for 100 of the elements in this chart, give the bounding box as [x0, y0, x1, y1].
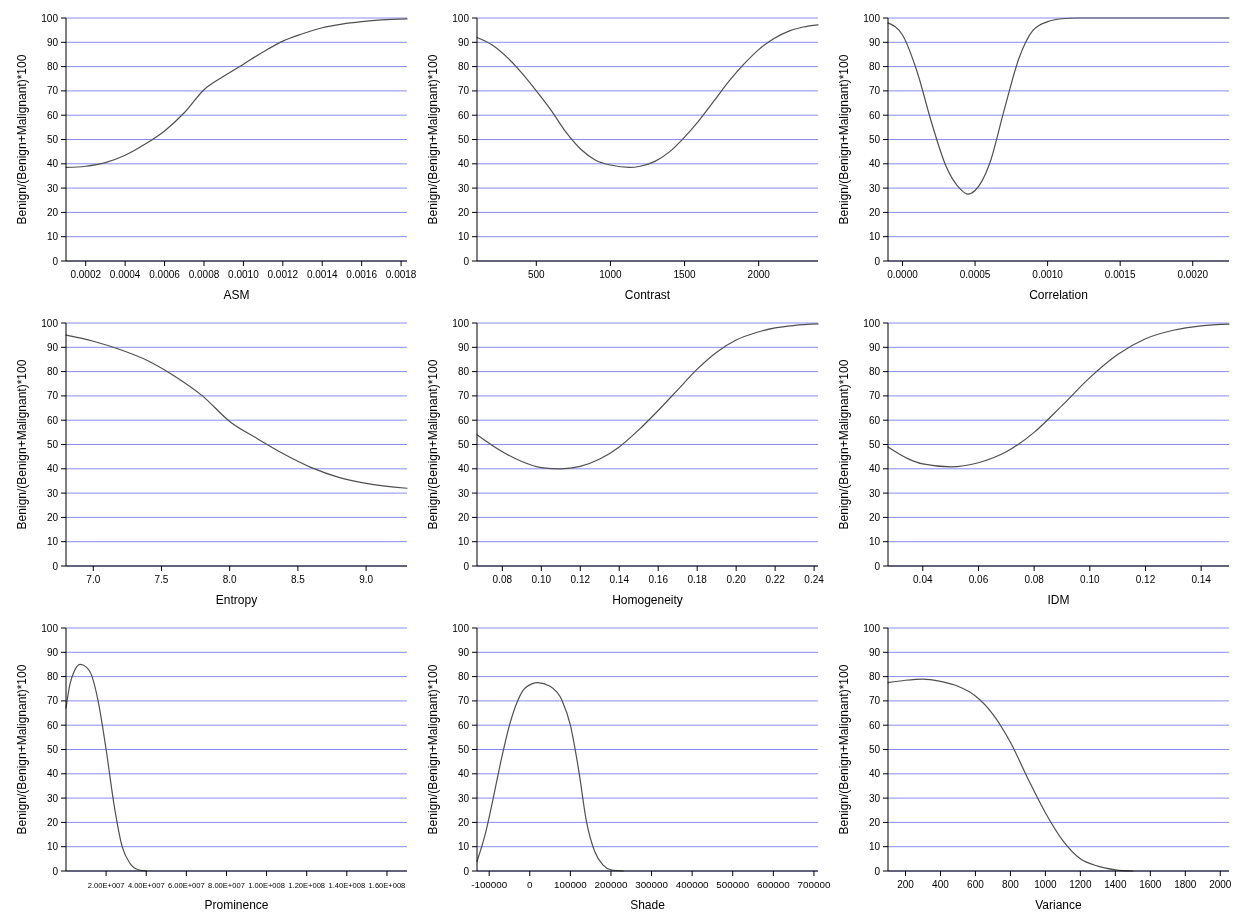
- x-tick-label: 0.0005: [959, 269, 991, 280]
- y-tick-label: 100: [452, 317, 470, 329]
- y-tick-label: 10: [46, 536, 59, 548]
- x-tick-label: 8.5: [290, 574, 306, 585]
- y-tick-label: 50: [457, 439, 470, 450]
- y-tick-label: 0: [52, 560, 59, 572]
- y-tick-label: 50: [46, 744, 59, 755]
- x-tick-label: 1400: [1104, 879, 1127, 890]
- x-tick-label: 200000: [594, 879, 628, 890]
- y-tick-label: 50: [868, 744, 881, 755]
- y-tick-label: 20: [457, 511, 470, 523]
- y-tick-label: 60: [46, 719, 59, 731]
- y-tick-label: 40: [46, 768, 59, 780]
- y-tick-label: 100: [863, 317, 881, 329]
- y-axis-title: Benign/(Benign+Malignant)*100: [426, 54, 440, 225]
- x-axis-title: Shade: [630, 898, 666, 912]
- y-tick-label: 70: [868, 695, 881, 707]
- x-tick-label: 0: [527, 879, 534, 890]
- y-tick-label: 10: [868, 231, 881, 243]
- line-series: [476, 24, 819, 169]
- y-tick-label: 40: [868, 158, 881, 170]
- line-series: [887, 17, 1230, 195]
- y-tick-label: 80: [46, 366, 59, 378]
- y-axis-title: Benign/(Benign+Malignant)*100: [426, 359, 440, 530]
- y-tick-label: 100: [863, 622, 881, 634]
- y-tick-label: 20: [457, 206, 470, 218]
- y-tick-label: 90: [457, 341, 470, 353]
- x-tick-label: 600000: [756, 879, 791, 890]
- x-tick-label: 0.20: [726, 574, 747, 585]
- x-tick-label: 600: [967, 879, 985, 890]
- y-tick-label: 10: [457, 231, 470, 243]
- y-tick-label: 70: [457, 85, 470, 97]
- y-tick-label: 50: [868, 134, 881, 145]
- y-tick-label: 30: [868, 792, 881, 804]
- y-tick-label: 100: [41, 317, 59, 329]
- x-tick-label: 0.0018: [385, 269, 417, 280]
- y-tick-label: 40: [457, 158, 470, 170]
- y-tick-label: 30: [868, 487, 881, 499]
- line-series: [887, 323, 1230, 468]
- y-tick-label: 80: [868, 366, 881, 378]
- x-tick-label: 0.0002: [70, 269, 102, 280]
- x-axis-title: Contrast: [624, 288, 671, 302]
- line-series: [65, 334, 408, 489]
- x-tick-label: 0.0010: [228, 269, 260, 280]
- y-tick-label: 50: [457, 134, 470, 145]
- x-tick-label: 0.0020: [1177, 269, 1209, 280]
- y-tick-label: 10: [457, 841, 470, 853]
- y-tick-label: 20: [46, 511, 59, 523]
- y-axis-title: Benign/(Benign+Malignant)*100: [837, 359, 851, 530]
- x-tick-label: 2000: [747, 269, 771, 280]
- x-axis-title: Variance: [1035, 898, 1083, 912]
- x-tick-label: 0.0014: [306, 269, 338, 280]
- y-tick-label: 50: [868, 439, 881, 450]
- x-tick-label: 500: [527, 269, 546, 280]
- y-tick-label: 60: [457, 109, 470, 121]
- x-tick-label: 300000: [635, 879, 669, 890]
- y-tick-label: 40: [46, 158, 59, 170]
- y-tick-label: 60: [868, 414, 881, 426]
- y-tick-label: 30: [868, 182, 881, 194]
- y-tick-label: 90: [457, 36, 470, 48]
- y-tick-label: 90: [457, 646, 470, 658]
- x-tick-label: 1600: [1139, 879, 1162, 890]
- y-tick-label: 40: [868, 768, 881, 780]
- y-tick-label: 0: [463, 255, 470, 267]
- x-tick-label: 7.0: [86, 574, 101, 585]
- y-tick-label: 10: [46, 231, 59, 243]
- x-tick-label: 100000: [553, 879, 588, 890]
- y-tick-label: 10: [457, 536, 470, 548]
- y-tick-label: 20: [457, 816, 470, 828]
- y-tick-label: 20: [868, 206, 881, 218]
- y-tick-label: 90: [868, 646, 881, 658]
- x-tick-label: 1800: [1174, 879, 1197, 890]
- y-tick-label: 30: [457, 792, 470, 804]
- y-tick-label: 10: [46, 841, 59, 853]
- y-tick-label: 40: [457, 768, 470, 780]
- y-tick-label: 60: [868, 719, 881, 731]
- y-axis-title: Benign/(Benign+Malignant)*100: [15, 54, 29, 225]
- x-axis-title: IDM: [1047, 593, 1070, 607]
- y-tick-label: 80: [868, 671, 881, 683]
- y-axis-title: Benign/(Benign+Malignant)*100: [837, 664, 851, 835]
- y-tick-label: 50: [457, 744, 470, 755]
- x-tick-label: 0.10: [531, 574, 552, 585]
- y-tick-label: 70: [46, 390, 59, 402]
- y-tick-label: 40: [457, 463, 470, 475]
- x-tick-label: 0.0015: [1104, 269, 1136, 280]
- x-tick-label: 0.0008: [188, 269, 220, 280]
- x-tick-label: 2000: [1209, 879, 1232, 890]
- y-tick-label: 10: [868, 841, 881, 853]
- x-tick-label: 9.0: [359, 574, 374, 585]
- y-tick-label: 100: [41, 622, 59, 634]
- x-tick-label: 0.22: [765, 574, 786, 585]
- y-tick-label: 20: [46, 206, 59, 218]
- y-tick-label: 0: [874, 865, 881, 877]
- y-tick-label: 30: [46, 792, 59, 804]
- y-tick-label: 100: [452, 622, 470, 634]
- x-tick-label: 0.04: [913, 574, 933, 585]
- y-tick-label: 20: [46, 816, 59, 828]
- x-tick-label: 0.08: [1024, 574, 1045, 585]
- y-tick-label: 80: [868, 61, 881, 73]
- y-tick-label: 70: [46, 85, 59, 97]
